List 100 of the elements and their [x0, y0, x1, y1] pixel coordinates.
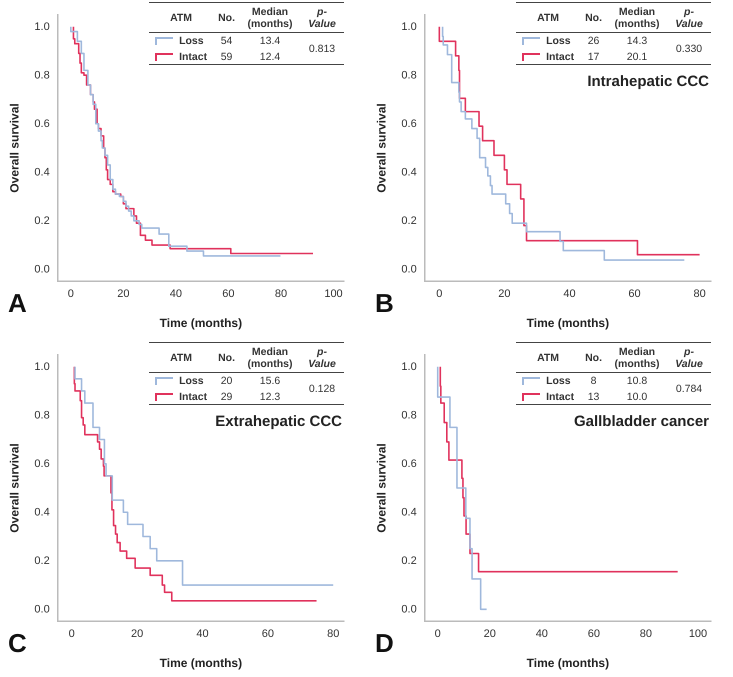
x-tick-label: 80	[274, 288, 288, 300]
legend-label: Loss	[545, 34, 572, 49]
annotation: 13.4	[258, 34, 282, 49]
y-tick-label: 0.6	[401, 458, 417, 470]
x-tick-label: 100	[324, 288, 343, 300]
annotation: 0.813	[308, 42, 336, 57]
y-tick-label: 0.8	[34, 409, 50, 422]
y-axis-title: Overall survival	[374, 103, 389, 193]
x-tick-label: 80	[693, 288, 706, 300]
x-tick-label: 40	[563, 288, 576, 300]
x-tick-label: 0	[68, 628, 75, 640]
x-tick-label: 0	[434, 628, 441, 640]
annotation: 10.0	[626, 390, 648, 405]
x-tick-label: 20	[484, 628, 496, 640]
annotation: No.	[584, 351, 603, 366]
x-tick-label: 20	[130, 628, 144, 640]
y-tick-label: 0.2	[401, 554, 417, 567]
annotation: No.	[584, 11, 603, 26]
y-tick-label: 0.2	[401, 214, 417, 227]
annotation: p-Value	[674, 5, 704, 32]
y-tick-label: 1.0	[401, 360, 417, 373]
y-tick-label: 0.8	[34, 69, 50, 82]
y-tick-label: 0.8	[401, 69, 417, 82]
annotation: p-Value	[307, 5, 337, 32]
annotation: 15.6	[258, 374, 282, 389]
annotation: 54	[220, 34, 234, 49]
x-tick-label: 60	[262, 628, 274, 640]
legend-label: Loss	[178, 374, 205, 389]
x-tick-label: 80	[327, 628, 340, 640]
annotation: 20	[220, 374, 234, 389]
annotation: p-Value	[674, 345, 704, 372]
annotation: 20.1	[626, 50, 648, 65]
legend-label: Intact	[545, 390, 576, 405]
y-tick-label: 0.0	[401, 603, 417, 616]
annotation: Median (months)	[246, 345, 294, 372]
x-tick-label: 80	[640, 628, 652, 640]
annotation: 17	[586, 50, 600, 65]
legend-title: ATM	[536, 11, 560, 26]
x-tick-label: 20	[498, 288, 511, 300]
y-tick-label: 1.0	[401, 20, 417, 33]
y-tick-label: 0.0	[401, 263, 417, 276]
y-tick-label: 0.6	[401, 118, 417, 130]
x-axis-title: Time (months)	[526, 656, 610, 670]
legend-label: Loss	[178, 34, 205, 49]
x-tick-label: 40	[196, 628, 209, 640]
annotation: No.	[217, 351, 236, 366]
legend-label: Intact	[178, 50, 208, 65]
x-tick-label: 0	[436, 288, 442, 300]
y-tick-label: 0.4	[34, 506, 50, 518]
legend-title: ATM	[536, 351, 560, 366]
x-axis-title: Time (months)	[160, 316, 242, 330]
annotation: 0.128	[308, 382, 336, 397]
x-tick-label: 40	[170, 288, 182, 300]
legend-title: ATM	[169, 11, 194, 26]
x-tick-label: 20	[117, 288, 130, 300]
y-tick-label: 0.6	[34, 118, 50, 130]
annotation: 29	[220, 390, 234, 405]
y-tick-label: 0.0	[34, 603, 50, 616]
x-tick-label: 100	[688, 628, 708, 640]
y-axis-title: Overall survival	[8, 103, 22, 193]
annotation: 0.784	[674, 382, 704, 397]
legend-title: ATM	[169, 351, 194, 366]
x-axis-title: Time (months)	[160, 656, 242, 670]
annotation: 12.3	[258, 390, 282, 405]
annotation: 0.330	[674, 42, 704, 57]
annotation: No.	[217, 11, 236, 26]
x-tick-label: 0	[68, 288, 74, 300]
y-tick-label: 0.0	[34, 263, 50, 276]
legend-label: Loss	[545, 374, 572, 389]
text: Intrahepatic CCC	[587, 73, 709, 90]
annotation: 59	[220, 50, 234, 65]
text: A	[8, 288, 27, 319]
y-tick-label: 0.2	[34, 214, 50, 227]
legend-label: Intact	[545, 50, 576, 65]
text: Gallbladder cancer	[574, 413, 709, 430]
y-tick-label: 0.4	[34, 166, 50, 178]
y-axis-title: Overall survival	[8, 443, 22, 533]
y-tick-label: 1.0	[34, 20, 50, 33]
annotation: Median (months)	[614, 345, 660, 372]
y-tick-label: 0.8	[401, 409, 417, 422]
annotation: 26	[586, 34, 600, 49]
legend-label: Intact	[178, 390, 208, 405]
annotation: 14.3	[626, 34, 648, 49]
y-tick-label: 1.0	[34, 360, 50, 373]
y-tick-label: 0.2	[34, 554, 50, 567]
x-axis-title: Time (months)	[526, 316, 610, 330]
x-tick-label: 40	[536, 628, 548, 640]
y-tick-label: 0.4	[401, 166, 417, 178]
annotation: Median (months)	[246, 5, 294, 32]
annotation: p-Value	[307, 345, 337, 372]
x-tick-label: 60	[628, 288, 641, 300]
y-tick-label: 0.6	[34, 458, 50, 470]
annotation: Median (months)	[614, 5, 660, 32]
annotation: 8	[590, 374, 598, 389]
annotation: 13	[586, 390, 600, 405]
y-axis-title: Overall survival	[374, 443, 389, 533]
text: C	[8, 628, 27, 659]
x-tick-label: 60	[222, 288, 235, 300]
text: Extrahepatic CCC	[215, 413, 342, 430]
text: B	[375, 288, 394, 319]
